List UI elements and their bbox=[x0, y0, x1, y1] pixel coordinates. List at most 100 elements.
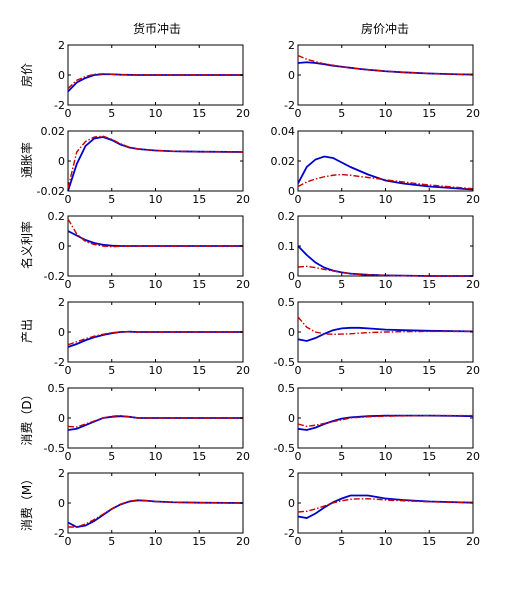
y-tick-label: -2 bbox=[54, 99, 65, 112]
y-tick-label: 0 bbox=[58, 497, 65, 510]
panel-r2-c0: 0 5 10 15 20-0.200.2 bbox=[44, 210, 250, 291]
y-tick-label: 0.5 bbox=[48, 382, 66, 395]
x-tick-label: 5 bbox=[338, 107, 345, 120]
x-tick-label: 15 bbox=[422, 450, 436, 463]
x-tick-label: 0 bbox=[65, 364, 72, 377]
y-tick-label: -0.02 bbox=[37, 185, 65, 198]
y-tick-label: 0.04 bbox=[271, 125, 296, 138]
series-line-solid bbox=[297, 326, 474, 342]
x-tick-label: 0 bbox=[295, 278, 302, 291]
x-tick-label: 0 bbox=[65, 193, 72, 206]
series-line-dashdot bbox=[297, 414, 473, 428]
x-tick-label: 0 bbox=[65, 107, 72, 120]
row-label-consumption-d: 消费（D） bbox=[20, 388, 34, 445]
x-tick-label: 5 bbox=[108, 535, 115, 548]
panel-r3-c0: 0 5 10 15 20-202 bbox=[54, 296, 250, 377]
x-tick-label: 20 bbox=[466, 450, 480, 463]
series-line-solid bbox=[297, 245, 473, 277]
panel-r3-c1: 0 5 10 15 20-0.500.5 bbox=[274, 296, 480, 377]
x-tick-label: 5 bbox=[108, 107, 115, 120]
x-tick-label: 15 bbox=[422, 278, 436, 291]
y-tick-label: 0 bbox=[288, 270, 295, 283]
row-label-output: 产出 bbox=[20, 319, 34, 343]
x-tick-label: 10 bbox=[149, 535, 163, 548]
x-tick-label: 5 bbox=[108, 450, 115, 463]
x-tick-label: 5 bbox=[338, 535, 345, 548]
y-tick-label: 2 bbox=[58, 296, 65, 309]
y-tick-label: -0.5 bbox=[274, 442, 295, 455]
panel-frame bbox=[297, 44, 474, 106]
x-tick-label: 15 bbox=[192, 450, 206, 463]
series-line-dashdot bbox=[67, 218, 243, 248]
x-tick-label: 10 bbox=[149, 364, 163, 377]
x-tick-label: 20 bbox=[466, 193, 480, 206]
x-tick-label: 20 bbox=[236, 193, 250, 206]
x-tick-label: 10 bbox=[149, 107, 163, 120]
series-line-solid bbox=[297, 494, 474, 519]
y-tick-label: 0.1 bbox=[278, 240, 296, 253]
y-tick-label: 0.5 bbox=[278, 382, 296, 395]
x-tick-label: 5 bbox=[108, 193, 115, 206]
y-tick-label: -2 bbox=[54, 356, 65, 369]
x-tick-label: 20 bbox=[236, 450, 250, 463]
x-tick-label: 15 bbox=[192, 364, 206, 377]
y-tick-label: 0 bbox=[288, 69, 295, 82]
y-tick-label: 0 bbox=[58, 240, 65, 253]
series-line-dashdot bbox=[297, 498, 474, 513]
y-tick-label: 0 bbox=[288, 412, 295, 425]
column-title-monetary-shock: 货币冲击 bbox=[133, 21, 181, 36]
x-tick-label: 0 bbox=[65, 278, 72, 291]
column-title-housing-price-shock: 房价冲击 bbox=[361, 21, 409, 36]
x-tick-label: 20 bbox=[236, 278, 250, 291]
series-line-dashdot bbox=[297, 54, 474, 76]
x-tick-label: 5 bbox=[108, 364, 115, 377]
y-tick-label: -2 bbox=[54, 527, 65, 540]
x-tick-label: 5 bbox=[338, 450, 345, 463]
x-tick-label: 20 bbox=[236, 535, 250, 548]
x-tick-label: 15 bbox=[192, 107, 206, 120]
x-tick-label: 15 bbox=[422, 364, 436, 377]
panel-frame bbox=[67, 130, 244, 192]
y-tick-label: 0 bbox=[58, 412, 65, 425]
y-tick-label: 0 bbox=[58, 155, 65, 168]
y-tick-label: 0 bbox=[288, 497, 295, 510]
panel-r5-c0: 0 5 10 15 20-202 bbox=[54, 467, 250, 548]
y-tick-label: 0.2 bbox=[48, 210, 66, 223]
x-tick-label: 10 bbox=[379, 364, 393, 377]
x-tick-label: 10 bbox=[379, 535, 393, 548]
series-line-dashdot bbox=[67, 73, 243, 90]
panel-r4-c0: 0 5 10 15 20-0.500.5 bbox=[44, 382, 250, 463]
x-tick-label: 5 bbox=[338, 193, 345, 206]
x-tick-label: 0 bbox=[295, 450, 302, 463]
y-tick-label: 0 bbox=[58, 69, 65, 82]
x-tick-label: 10 bbox=[379, 450, 393, 463]
row-label-nominal-rate: 名义利率 bbox=[19, 221, 34, 269]
x-tick-label: 0 bbox=[295, 364, 302, 377]
x-tick-label: 10 bbox=[379, 107, 393, 120]
x-tick-label: 0 bbox=[295, 193, 302, 206]
y-tick-label: 0 bbox=[288, 185, 295, 198]
y-tick-label: 0 bbox=[288, 326, 295, 339]
panel-r0-c1: 0 5 10 15 20-202 bbox=[284, 39, 480, 120]
x-tick-label: 10 bbox=[149, 278, 163, 291]
series-line-dashdot bbox=[67, 330, 243, 346]
series-line-dashdot bbox=[297, 316, 473, 336]
x-tick-label: 10 bbox=[149, 193, 163, 206]
y-tick-label: -2 bbox=[284, 527, 295, 540]
panel-r1-c1: 0 5 10 15 20 0 0.02 0.04 bbox=[271, 125, 481, 206]
panel-frame bbox=[297, 472, 474, 534]
series-line-dashdot bbox=[67, 414, 243, 428]
x-tick-label: 15 bbox=[422, 107, 436, 120]
x-tick-label: 5 bbox=[338, 364, 345, 377]
x-tick-label: 5 bbox=[338, 278, 345, 291]
x-tick-label: 0 bbox=[295, 535, 302, 548]
x-tick-label: 15 bbox=[192, 278, 206, 291]
series-line-dashdot bbox=[67, 135, 244, 189]
x-tick-label: 15 bbox=[422, 535, 436, 548]
row-label-housing-price: 房价 bbox=[19, 63, 34, 87]
x-tick-label: 20 bbox=[466, 278, 480, 291]
y-tick-label: 0.02 bbox=[41, 125, 66, 138]
y-tick-label: 2 bbox=[58, 467, 65, 480]
series-line-dashdot bbox=[297, 265, 473, 277]
